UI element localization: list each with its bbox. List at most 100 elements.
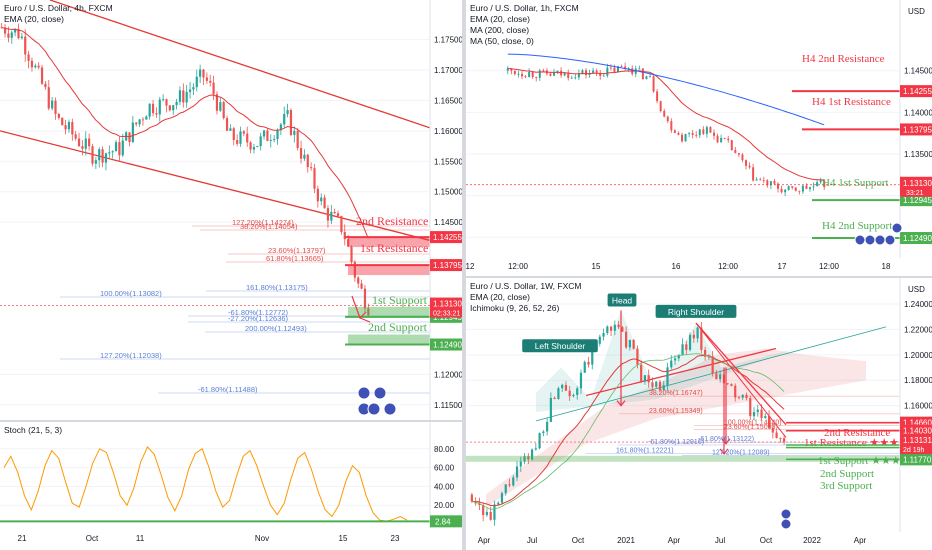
w1-candle-body (783, 438, 786, 442)
h1-candle-body (524, 76, 527, 78)
w1-candle-body (628, 339, 631, 348)
event-flag-icon (864, 234, 876, 246)
h4-candle-body (276, 130, 279, 140)
h1-candle-body (531, 72, 534, 78)
event-flag-icon (373, 386, 387, 400)
h4-candle-body (316, 188, 319, 202)
h4-candle-body (67, 122, 71, 130)
event-flag-icon (854, 234, 866, 246)
h1-candle-body (656, 91, 659, 102)
w1-candle-body (504, 484, 507, 494)
panel-separator-h4-stoch[interactable] (0, 420, 462, 422)
w1-legend-ichimoku: Ichimoku (9, 26, 52, 26) (470, 303, 560, 313)
w1-candle-body (764, 416, 767, 419)
h1-current-price-text: 1.13130 (903, 179, 932, 188)
h1-legend: Euro / U.S. Dollar, 1h, FXCM EMA (20, cl… (470, 3, 579, 47)
stoch-value-tag (430, 515, 462, 528)
h1-level-price-text: 1.12945 (903, 196, 932, 205)
h1-candle-body (659, 101, 662, 111)
w1-fib-label: -61.80%(1.13122) (698, 436, 754, 443)
w1-neckline (585, 347, 777, 397)
w1-time-tick: Oct (760, 536, 773, 545)
w1-candle-body (557, 388, 560, 400)
h1-chart-svg[interactable]: H4 2nd Resistance H4 1st Resistance H4 1st… (466, 0, 932, 258)
h4-candle-body (74, 134, 77, 139)
h1-price-tick: 1.13500 (904, 150, 932, 159)
h1-chart-panel[interactable]: H4 2nd Resistance H4 1st Resistance H4 1st… (466, 0, 932, 258)
h1-candle-body (538, 70, 541, 78)
h1-candle-body (528, 72, 531, 78)
w1-chart-panel[interactable]: Left Shoulder Head Right Shoulder 38.20%(1.… (466, 278, 932, 532)
h1-candle-body (577, 72, 580, 78)
stoch-axis-bg (430, 422, 462, 528)
h4-forecast-arrow (351, 295, 371, 323)
w1-candle-body (579, 372, 583, 389)
h4-level-label: 2nd Resistance (356, 214, 428, 228)
h4-candle-body (299, 148, 303, 159)
stoch-svg[interactable]: 80.00 60.00 40.00 20.00 2.84 (0, 422, 462, 528)
h1-level-price-tag (900, 123, 932, 136)
h4-candle-body (239, 131, 242, 144)
h4-candle-body (27, 54, 30, 61)
h1-candle-body (741, 154, 744, 161)
h4-candle-body (40, 67, 44, 84)
event-flag-icon (874, 234, 886, 246)
h4-legend-ema: EMA (20, close) (4, 14, 64, 24)
w1-fib-label: 100.00%(1.14440) (724, 419, 782, 426)
w1-current-price-tag (900, 434, 932, 455)
h4-price-tick: 1.11500 (434, 401, 462, 410)
h4-candle-body (47, 87, 50, 109)
w1-candle-body (756, 409, 759, 413)
w1-candle-body (617, 324, 620, 328)
h1-candle-body (816, 182, 819, 187)
w1-candle-body (572, 394, 575, 397)
w1-chart-svg[interactable]: Left Shoulder Head Right Shoulder 38.20%(1.… (466, 278, 932, 532)
stoch-tick: 20.00 (434, 501, 455, 510)
h1-candle-body (727, 138, 730, 141)
w1-price-tick: 1.18000 (904, 376, 932, 385)
w1-candle-body (527, 456, 530, 460)
h4-candle-body (155, 113, 158, 115)
h4-chart-panel[interactable]: 127.20%(1.14274) 38.20%(1.14054) 23.60%(1.… (0, 0, 462, 420)
h4-candle-body (188, 89, 192, 92)
h4-candle-body (212, 82, 215, 95)
h1-candle-body (663, 110, 666, 117)
h4-candle-body (10, 32, 13, 38)
h1-candle-body (780, 188, 783, 193)
h1-level-label: H4 2nd Resistance (802, 53, 885, 65)
h4-candle-body (178, 90, 182, 102)
h1-level-price-text: 1.12490 (903, 234, 932, 243)
h1-candle-body (592, 70, 595, 74)
h4-price-tick: 1.15500 (434, 157, 462, 166)
h4-candle-body (182, 90, 185, 103)
w1-candle-body (677, 354, 680, 359)
w1-candle-body (519, 461, 522, 467)
h1-time-tick: 12:00 (718, 262, 739, 271)
w1-candle-body (681, 344, 684, 355)
h4-candle-body (219, 102, 222, 111)
panel-separator-h1-w1[interactable] (466, 276, 932, 278)
h4-candle-body (108, 152, 111, 154)
stoch-panel[interactable]: 80.00 60.00 40.00 20.00 2.84 Stoch (21, 5, 3… (0, 422, 462, 528)
w1-projection-arrowhead (719, 448, 729, 455)
h4-candle-body (165, 99, 168, 106)
h4-price-tick: 1.17500 (434, 36, 462, 45)
w1-candle-body (553, 397, 556, 400)
h4-candle-body (333, 212, 336, 214)
h1-candle-body (681, 134, 683, 142)
w1-candle-body (523, 456, 526, 462)
w1-candle-body (478, 503, 481, 505)
panel-separator-vertical[interactable] (462, 0, 466, 550)
h1-candle-body (791, 186, 794, 188)
h4-channel-upper (49, 0, 431, 129)
h1-candle-body (709, 127, 712, 133)
h4-candle-body (225, 118, 229, 131)
w1-candle-body (602, 333, 605, 337)
h4-candle-body (259, 136, 262, 147)
h1-candle-body (823, 180, 826, 188)
h4-candle-body (131, 122, 134, 143)
h4-fib-label: 61.80%(1.13665) (266, 254, 324, 263)
w1-candle-body (538, 433, 541, 449)
h4-chart-svg[interactable]: 127.20%(1.14274)38.20%(1.14054) 23.60%(1.… (0, 0, 462, 420)
h4-legend: Euro / U.S. Dollar, 4h, FXCM EMA (20, cl… (4, 3, 113, 25)
